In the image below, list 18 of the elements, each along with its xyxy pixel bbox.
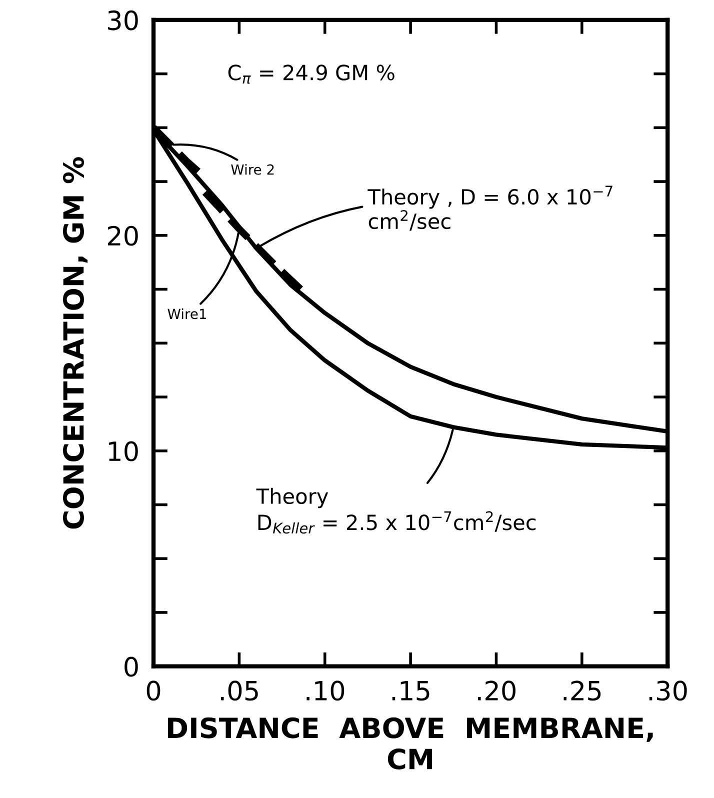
annotation: C$_{π}$ = 24.9 GM % (228, 64, 394, 84)
text: Theory D$_{Keller}$ = 2.5 x 10$^{−7}$cm$^{2}$/sec (256, 488, 536, 534)
text: Theory , D = 6.0 x 10$^{−7}$ cm$^{2}$/sec (368, 186, 612, 231)
x-tick-label: 0 (146, 680, 160, 701)
y-axis-title: CONCENTRATION, GM % (62, 157, 88, 529)
x-tick-label: .30 (649, 680, 687, 701)
x-tick-label: .25 (564, 680, 601, 701)
x-tick-label: .05 (221, 680, 258, 701)
y-tick-label: 20 (108, 226, 138, 246)
y-tick-label: 10 (108, 441, 138, 462)
y-tick-label: 30 (108, 10, 138, 30)
text: Wire1 (168, 308, 206, 320)
x-tick-label: .10 (306, 680, 344, 701)
y-tick-label: 0 (124, 656, 138, 677)
x-tick-label: .20 (478, 680, 516, 701)
x-tick-label: .15 (392, 681, 430, 701)
series-label: Wire 2 (231, 164, 274, 175)
x-axis-title: DISTANCE ABOVE MEMBRANE, CM (168, 717, 653, 770)
